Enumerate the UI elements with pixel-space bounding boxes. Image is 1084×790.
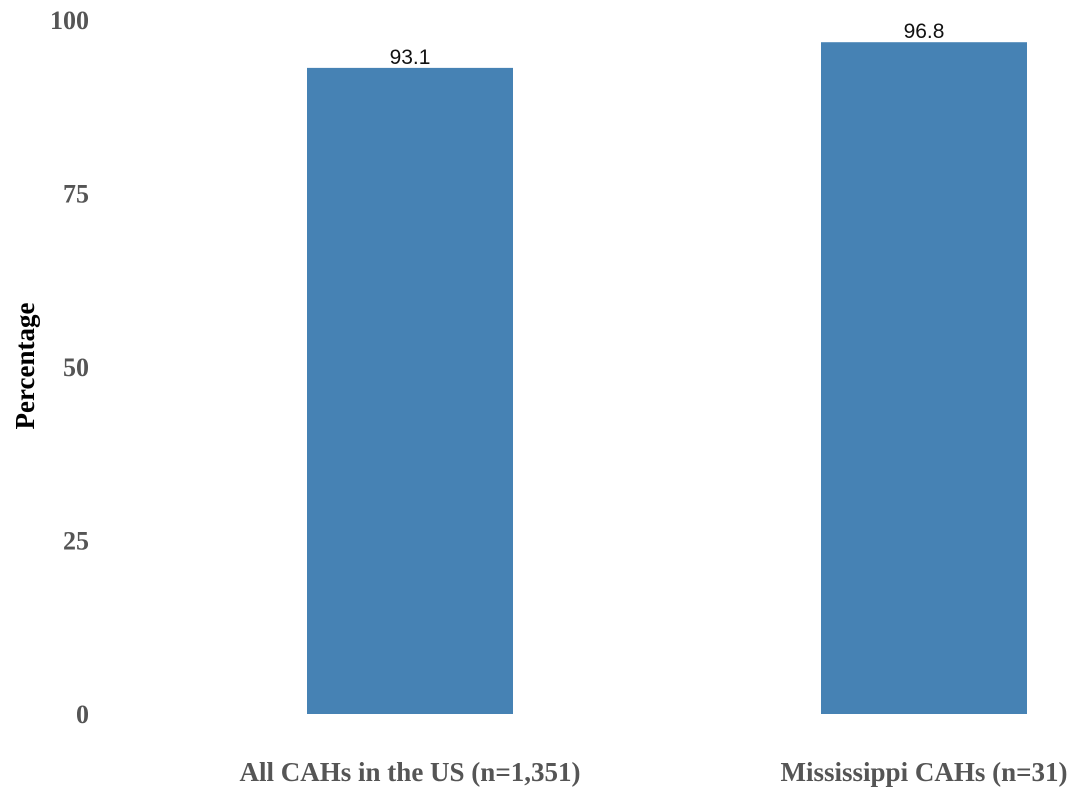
y-tick-label: 75: [63, 180, 89, 209]
bar: [821, 42, 1027, 714]
bar-value-label: 93.1: [390, 46, 431, 69]
y-tick-label: 25: [63, 527, 89, 556]
y-axis-title: Percentage: [10, 303, 40, 430]
bar: [307, 67, 513, 715]
data-labels: 93.1 96.8: [390, 20, 945, 69]
x-tick-label: All CAHs in the US (n=1,351): [240, 757, 581, 787]
bar-value-label: 96.8: [904, 20, 945, 43]
bars: [307, 42, 1027, 715]
x-tick-label: Mississippi CAHs (n=31): [781, 757, 1068, 787]
y-tick-label: 100: [50, 6, 89, 35]
x-axis-labels: All CAHs in the US (n=1,351) Mississippi …: [240, 757, 1068, 787]
y-tick-label: 50: [63, 353, 89, 382]
y-axis-ticks: 0 25 50 75 100: [50, 6, 89, 729]
y-tick-label: 0: [76, 700, 89, 729]
